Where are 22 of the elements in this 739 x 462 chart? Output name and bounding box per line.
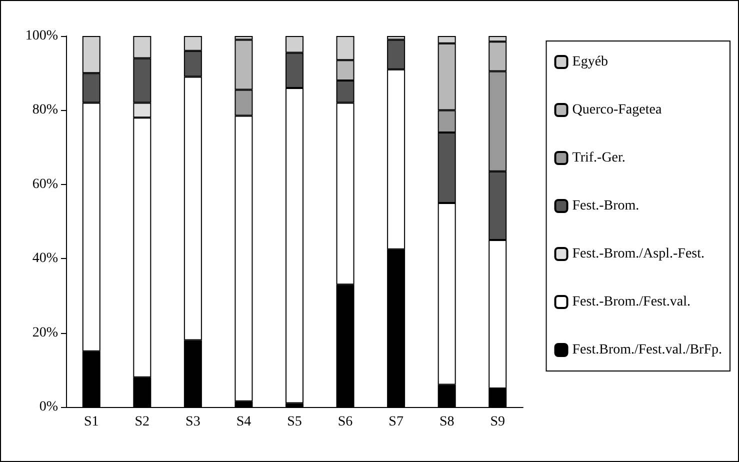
- y-tick-label: 20%: [32, 325, 58, 340]
- legend-label: Querco-Fagetea: [572, 102, 662, 118]
- y-tick-label: 0%: [39, 400, 58, 414]
- x-tick-label: S6: [338, 414, 353, 430]
- legend-label: Fest.-Brom.: [572, 198, 640, 214]
- y-tick-label: 60%: [32, 176, 58, 192]
- x-tick-label: S7: [388, 414, 404, 430]
- legend-label: Egyéb: [572, 54, 608, 70]
- legend-label: Trif.-Ger.: [572, 150, 626, 166]
- y-tick-label: 40%: [32, 251, 58, 266]
- y-tick-label: 80%: [32, 102, 58, 118]
- legend-label: Fest.Brom./Fest.val./BrFp.: [572, 342, 722, 358]
- x-tick-label: S5: [287, 414, 302, 430]
- x-tick-label: S1: [84, 414, 99, 430]
- x-tick-label: S4: [236, 414, 252, 430]
- x-tick-label: S9: [490, 414, 506, 430]
- legend-label: Fest.-Brom./Fest.val.: [572, 294, 690, 310]
- x-tick-label: S2: [134, 414, 150, 430]
- x-tick-label: S3: [186, 414, 200, 430]
- x-tick-label: S8: [439, 414, 454, 430]
- y-tick-label: 100%: [25, 28, 58, 44]
- legend-label: Fest.-Brom./Aspl.-Fest.: [572, 246, 704, 262]
